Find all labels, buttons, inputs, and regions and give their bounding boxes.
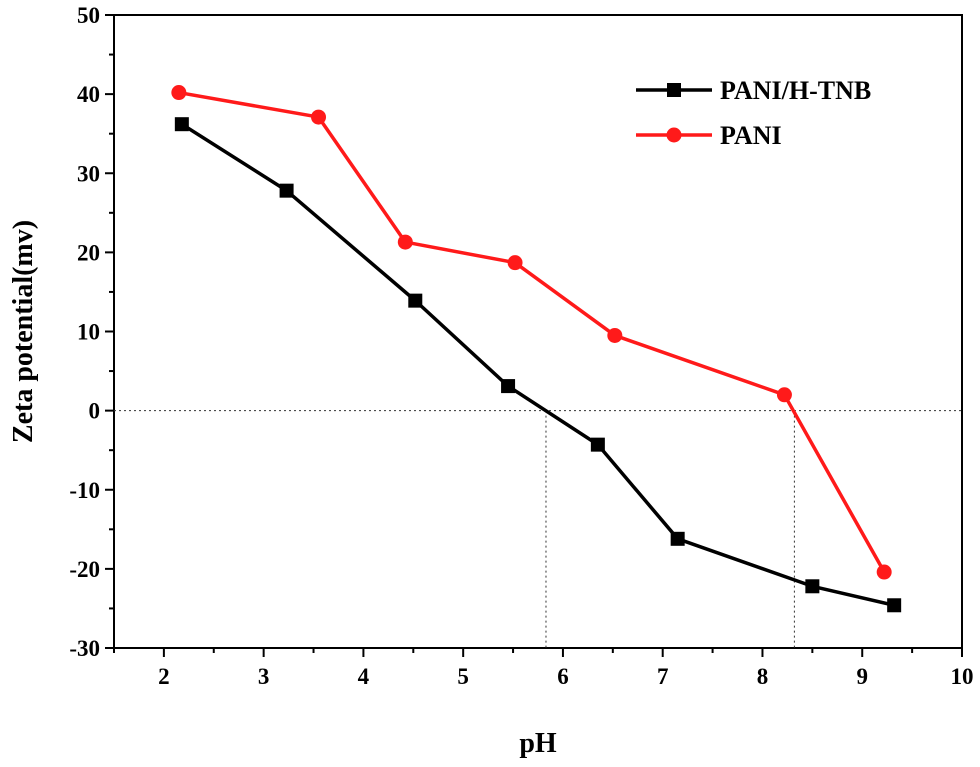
data-point: [279, 183, 294, 198]
x-tick-label: 8: [757, 664, 769, 689]
x-tick-label: 4: [358, 664, 370, 689]
series-line: [180, 122, 895, 607]
y-axis-title: Zeta potential(mv): [8, 220, 39, 443]
y-tick-label: 10: [77, 320, 100, 345]
data-point: [171, 85, 187, 101]
axes: 2 3 4 5 6 7 8 9 10 -30 -20 -10 0 10 20 30 40 50: [69, 3, 973, 689]
x-tick-label: 9: [856, 664, 868, 689]
data-point: [670, 531, 685, 546]
y-tick-label: -10: [69, 478, 100, 503]
series-group: [171, 85, 902, 613]
data-point: [507, 255, 523, 271]
y-tick-label: 40: [77, 82, 100, 107]
data-point: [876, 564, 892, 580]
legend-marker: [667, 83, 681, 97]
y-tick-label: 50: [77, 3, 100, 28]
y-tick-label: 30: [77, 161, 100, 186]
reference-lines: [114, 410, 962, 648]
data-point: [311, 109, 327, 125]
data-point: [408, 293, 423, 308]
x-tick-label: 6: [557, 664, 569, 689]
legend-label: PANI/H-TNB: [720, 76, 871, 105]
data-point: [776, 387, 792, 403]
y-tick-label: 20: [77, 240, 100, 265]
y-tick-label: 0: [89, 399, 101, 424]
data-point: [501, 379, 516, 394]
x-tick-label: 3: [258, 664, 270, 689]
y-tick-label: -30: [69, 636, 100, 661]
y-tick-label: -20: [69, 557, 100, 582]
legend-label: PANI: [720, 121, 782, 150]
x-tick-label: 5: [457, 664, 469, 689]
data-point: [887, 598, 902, 613]
x-axis-title: pH: [519, 728, 557, 759]
series-line: [178, 90, 886, 573]
legend-marker: [666, 127, 682, 143]
data-point: [397, 234, 413, 250]
data-point: [590, 437, 605, 452]
x-tick-label: 10: [951, 664, 974, 689]
x-tick-label: 7: [657, 664, 669, 689]
data-point: [607, 327, 623, 343]
plot-frame: [113, 14, 963, 649]
legend: PANI/H-TNB PANI: [636, 76, 871, 150]
data-point: [174, 117, 189, 132]
data-point: [805, 579, 820, 594]
x-tick-label: 2: [158, 664, 170, 689]
